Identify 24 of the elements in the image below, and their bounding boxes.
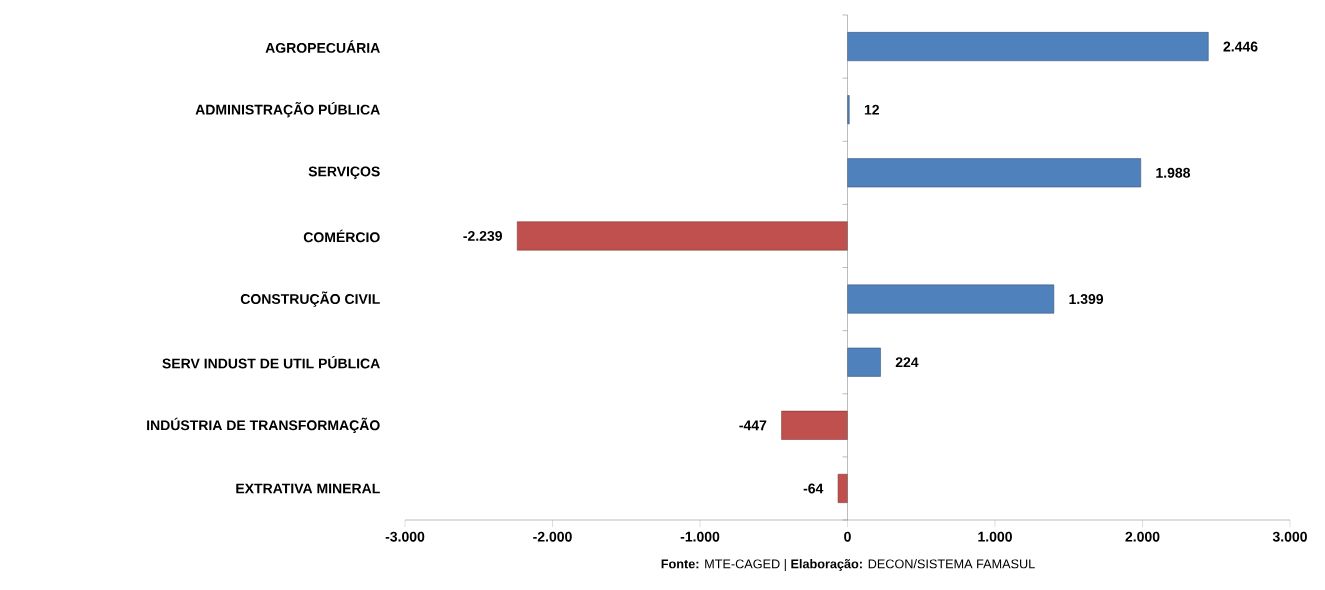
x-tick-label: 2.000: [1125, 531, 1160, 542]
data-label: 224: [895, 357, 919, 368]
data-label: -2.239: [463, 230, 503, 241]
x-tick-label: 0: [844, 531, 851, 542]
x-tick-label: 3.000: [1272, 531, 1307, 542]
text: Fonte: MTE-CAGED | Elaboração: DECON/SISTEMA FAMASUL: [661, 559, 1035, 571]
data-label: 1.988: [1156, 167, 1191, 178]
data-label: -64: [803, 483, 824, 494]
y-tick-label: ADMINISTRAÇÃO PÚBLICA: [195, 102, 380, 118]
data-label: 12: [864, 104, 879, 115]
x-tick-label: -3.000: [385, 531, 425, 542]
y-tick-label: INDÚSTRIA DE TRANSFORMAÇÃO: [147, 417, 380, 433]
data-label: -447: [739, 420, 767, 431]
data-label: 1.399: [1069, 294, 1104, 305]
y-tick-label: SERVIÇOS: [308, 166, 380, 180]
x-tick-label: -2.000: [533, 531, 572, 542]
y-tick-label: AGROPECUÁRIA: [265, 40, 380, 53]
y-tick-label: COMÉRCIO: [303, 229, 380, 243]
x-tick-label: 1.000: [978, 531, 1012, 542]
y-tick-label: SERV INDUST DE UTIL PÚBLICA: [162, 355, 380, 369]
data-label: 2.446: [1223, 41, 1258, 52]
x-tick-label: -1.000: [680, 531, 720, 542]
y-tick-label: CONSTRUÇÃO CIVIL: [240, 291, 380, 307]
y-tick-label: EXTRATIVA MINERAL: [236, 483, 380, 494]
